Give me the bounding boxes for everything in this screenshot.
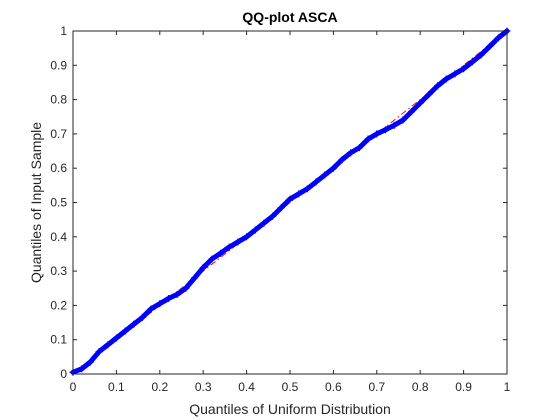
data-point [425, 90, 433, 98]
y-tick-label: 0.4 [50, 230, 67, 244]
data-point [295, 190, 303, 198]
data-point [416, 99, 424, 107]
data-point [191, 274, 199, 282]
x-tick-label: 0.7 [368, 380, 385, 394]
data-point [104, 341, 112, 349]
data-point [434, 82, 442, 90]
data-point [164, 295, 172, 303]
data-point [312, 178, 320, 186]
data-layer [69, 27, 511, 376]
data-point [442, 75, 450, 83]
data-point [277, 204, 285, 212]
data-point [399, 116, 407, 124]
data-point [95, 348, 103, 356]
data-point [121, 327, 129, 335]
data-point [408, 108, 416, 116]
data-point [460, 65, 468, 73]
data-point [208, 255, 216, 263]
x-tick-label: 0.8 [412, 380, 429, 394]
x-tick-label: 0.6 [325, 380, 342, 394]
data-point [234, 238, 242, 246]
data-point [225, 243, 233, 251]
data-point [260, 219, 268, 227]
y-tick-label: 0 [60, 367, 67, 381]
data-point [286, 195, 294, 203]
data-point [477, 51, 485, 59]
y-tick-label: 0.2 [50, 298, 67, 312]
y-tick-label: 0.9 [50, 58, 67, 72]
data-point [269, 212, 277, 220]
x-tick-label: 0 [70, 380, 77, 394]
data-point [251, 226, 259, 234]
data-point [173, 290, 181, 298]
y-tick-label: 0.7 [50, 127, 67, 141]
chart-title: QQ-plot ASCA [242, 9, 337, 25]
data-point [451, 70, 459, 78]
y-tick-label: 0.8 [50, 93, 67, 107]
y-tick-label: 0.1 [50, 333, 67, 347]
y-axis-label: Quantiles of Input Sample [28, 122, 44, 283]
y-tick-label: 0.3 [50, 264, 67, 278]
data-point [347, 149, 355, 157]
data-point [373, 130, 381, 138]
data-point [303, 185, 311, 193]
data-point [156, 300, 164, 308]
axes-layer: 0 0.1 0.2 0.3 0.4 0.5 0.6 0.7 0.8 0.9 1 0 0.1 0.2 0.3 0… [50, 24, 510, 394]
data-point [130, 320, 138, 328]
x-axis-label: Quantiles of Uniform Distribution [189, 401, 391, 417]
data-point [486, 42, 494, 50]
data-point [78, 365, 86, 373]
data-point [138, 313, 146, 321]
x-tick-label: 0.1 [108, 380, 125, 394]
x-tick-label: 0.9 [455, 380, 472, 394]
data-point [182, 284, 190, 292]
data-point [217, 249, 225, 257]
data-point [355, 144, 363, 152]
data-point [390, 121, 398, 129]
data-point [321, 171, 329, 179]
data-point [468, 58, 476, 66]
data-point [86, 358, 94, 366]
data-point [329, 164, 337, 172]
data-point [494, 34, 502, 42]
x-tick-label: 0.3 [195, 380, 212, 394]
data-point [147, 305, 155, 313]
x-tick-label: 0.4 [238, 380, 255, 394]
y-tick-label: 0.5 [50, 196, 67, 210]
data-point [338, 156, 346, 164]
y-tick-label: 1 [60, 24, 67, 38]
x-tick-label: 0.2 [151, 380, 168, 394]
data-point [364, 135, 372, 143]
data-point [243, 233, 251, 241]
data-point [381, 126, 389, 134]
y-tick-label: 0.6 [50, 161, 67, 175]
data-point [199, 264, 207, 272]
data-point [112, 334, 120, 342]
x-tick-label: 0.5 [282, 380, 299, 394]
x-tick-label: 1 [504, 380, 511, 394]
